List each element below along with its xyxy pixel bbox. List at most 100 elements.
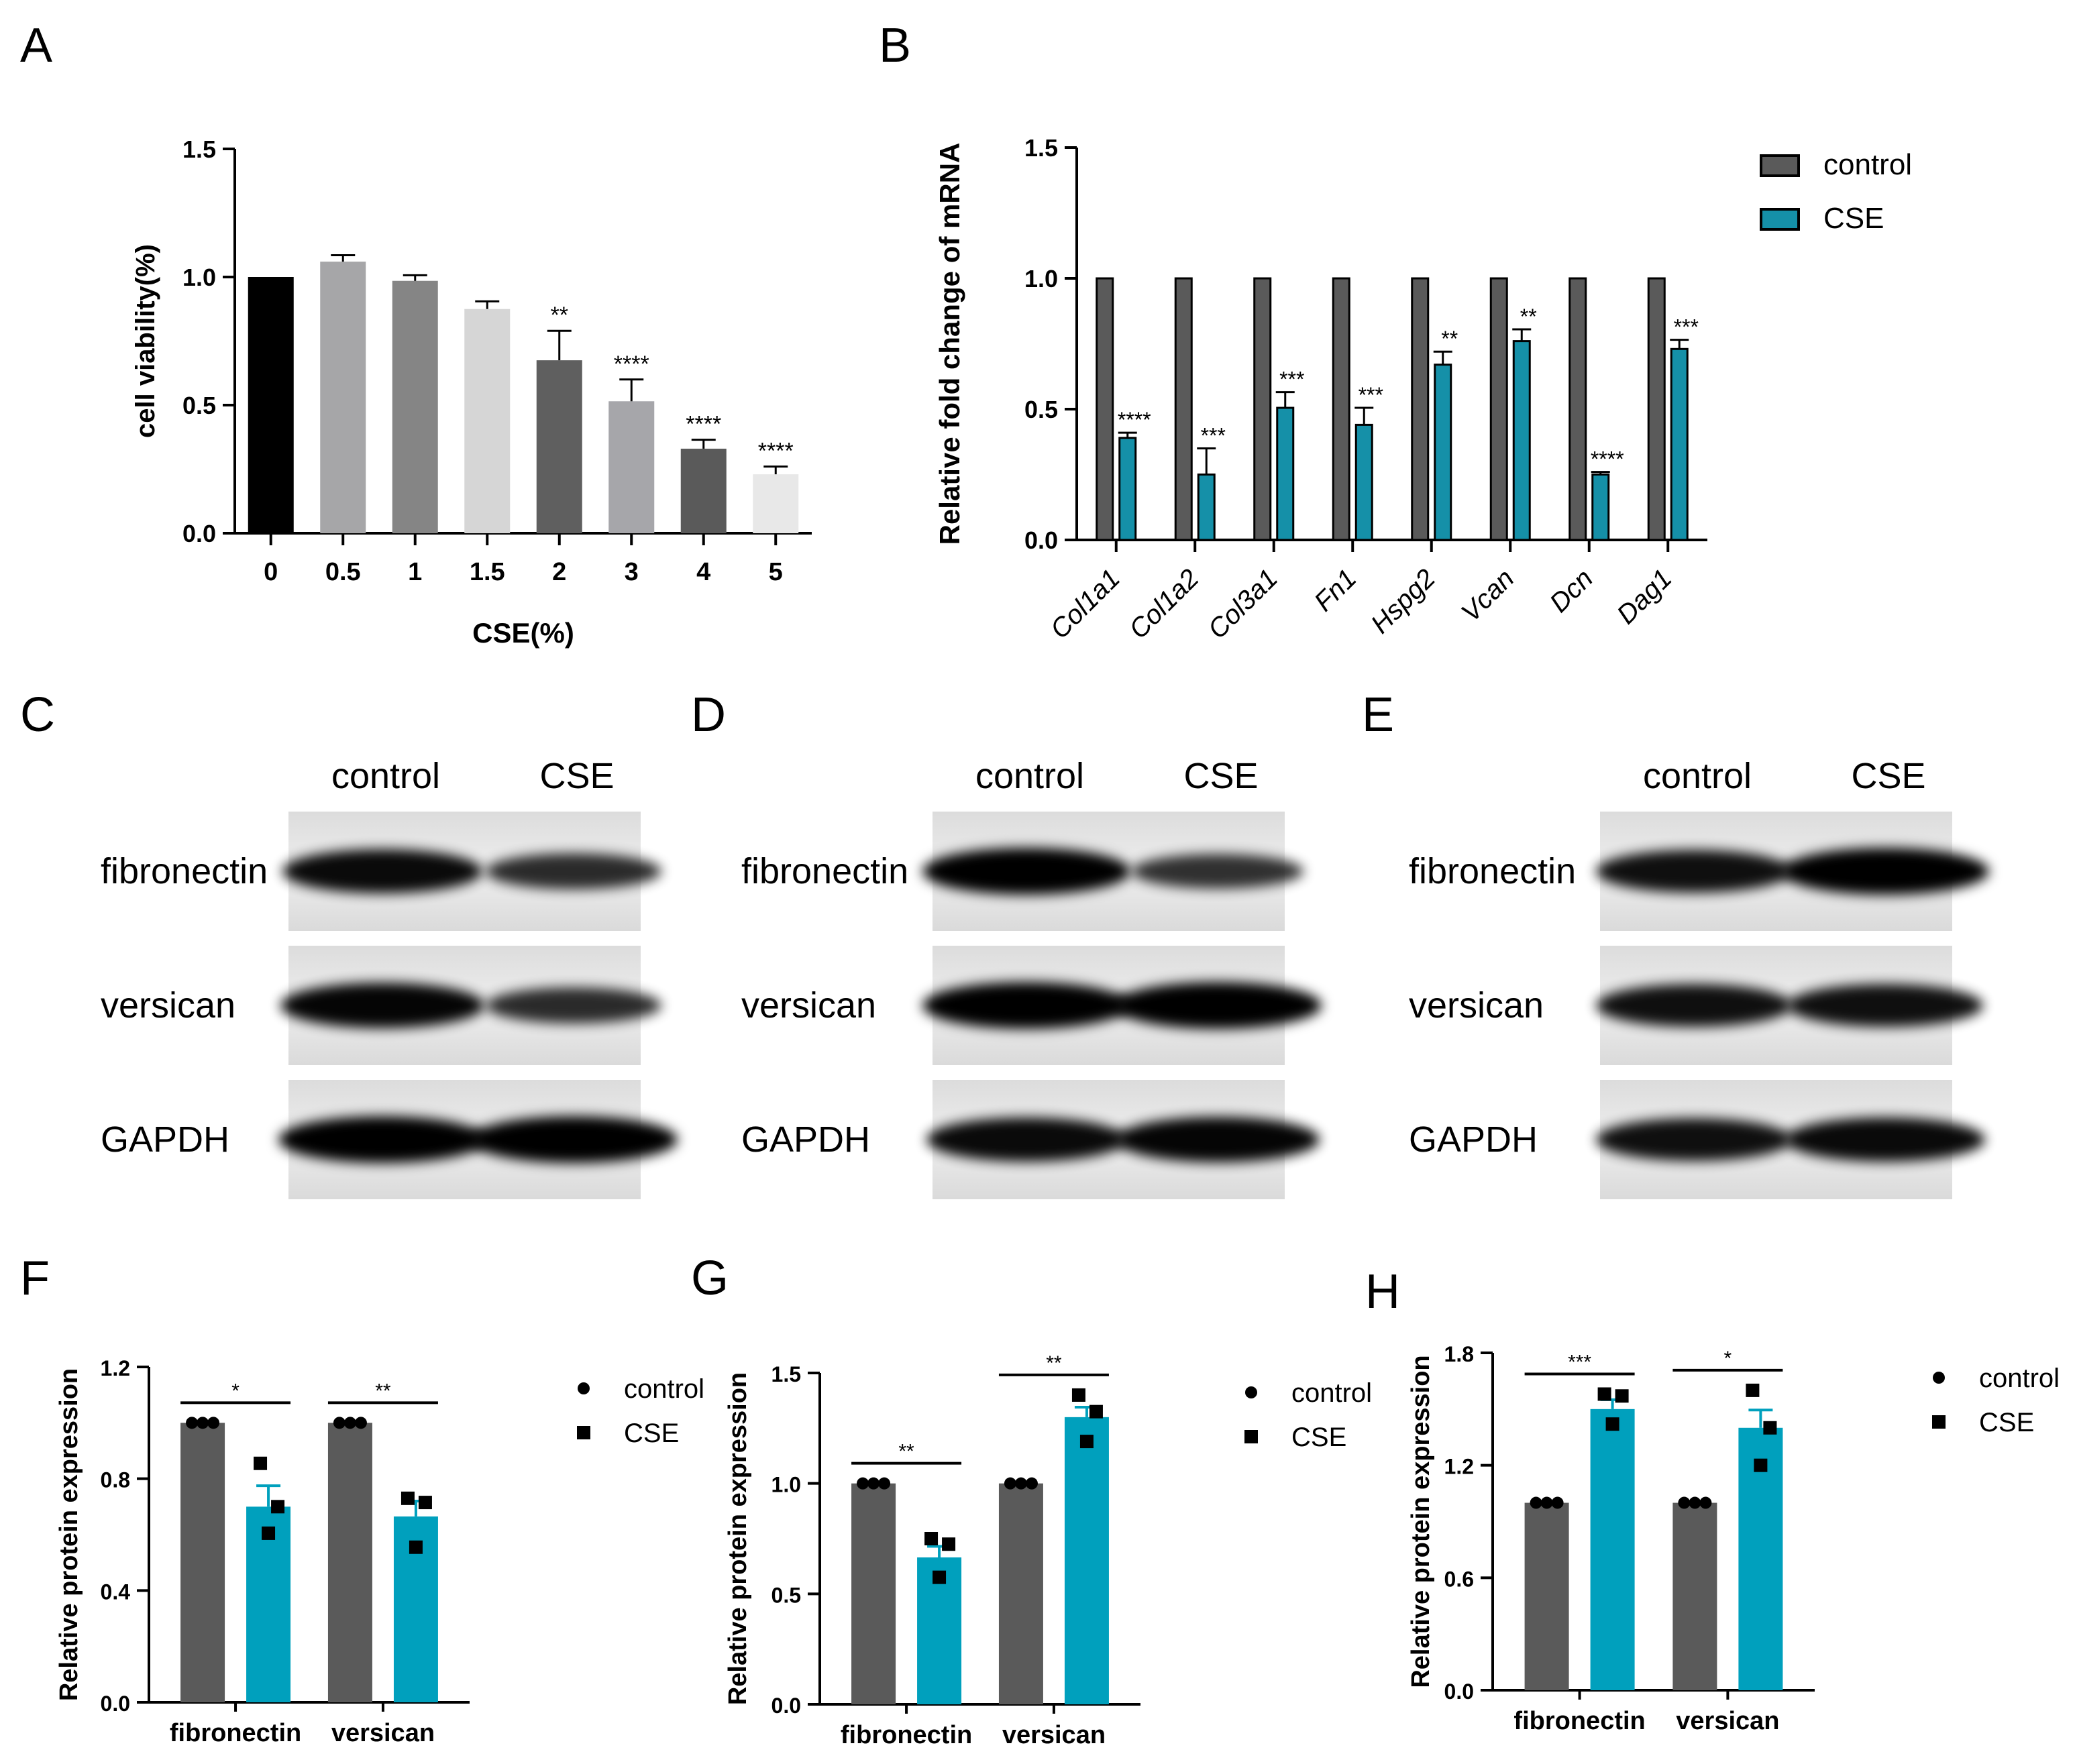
y-tick-label: 0.8 [101,1468,130,1492]
y-tick-label: 1.8 [1444,1342,1474,1366]
legend-label: control [1823,148,1912,181]
data-point-control [186,1417,199,1429]
bar-cse [1512,340,1531,541]
lane-label-control: control [1643,756,1752,796]
panel-letter-d: D [691,688,726,742]
protein-label-gapdh: GAPDH [101,1119,229,1160]
band [278,1116,486,1163]
protein-label-fibronectin: fibronectin [1409,851,1576,891]
y-tick-label: 1.5 [1024,134,1058,162]
data-point-cse [401,1491,415,1505]
chart-h-protein-expression: 0.0 0.6 1.2 1.8 Relative protein expression *… [1407,1342,2060,1735]
legend-marker-control [1933,1372,1945,1384]
y-tick-label: 1.2 [1444,1455,1474,1479]
bar-control [1096,277,1114,541]
panel-letter-h: H [1365,1265,1400,1319]
legend-marker-cse [1244,1430,1258,1443]
western-blot-c: control CSE fibronectin versican GAPDH [101,756,678,1199]
legend-label: CSE [624,1419,679,1448]
bar-cse [1118,437,1137,541]
y-tick-label: 0.5 [182,392,216,419]
legend-marker-cse [1932,1415,1946,1429]
panel-letter-e: E [1362,688,1394,742]
legend-label: control [1291,1378,1372,1408]
significance-label: *** [1359,383,1383,407]
y-tick-label: 1.0 [1024,265,1058,292]
legend-label: CSE [1291,1423,1346,1452]
legend-label: control [624,1374,704,1404]
bar-control [1672,1502,1717,1690]
x-tick-label: Dag1 [1611,563,1678,630]
legend-label: CSE [1823,202,1884,235]
band [1781,848,1989,895]
legend-marker-control [578,1382,590,1394]
data-point-cse [1605,1417,1619,1431]
data-point-control [1025,1477,1038,1490]
data-point-cse [1615,1389,1629,1403]
x-tick-label: 2 [552,558,566,586]
x-tick-label: Dcn [1544,563,1599,618]
band [486,987,661,1024]
data-point-cse [1763,1421,1777,1435]
y-tick-label: 0.4 [101,1580,131,1604]
legend-marker-control [1245,1386,1257,1398]
bar-cse [1197,474,1216,541]
bar-control [998,1483,1043,1704]
band [922,848,1130,895]
band [922,982,1130,1029]
bar-cse [1434,364,1452,541]
significance-label: **** [686,412,721,437]
data-point-cse [924,1532,939,1545]
panel-letter-a: A [20,19,52,72]
band [282,849,482,893]
band [926,1117,1126,1162]
band [1596,984,1792,1027]
western-blot-d: control CSE fibronectin versican GAPDH [741,756,1322,1199]
panel-letter-g: G [691,1252,729,1305]
significance-label: *** [1674,315,1699,339]
bar-control [1524,1502,1569,1690]
significance-label: *** [1279,368,1304,392]
significance-label: * [1724,1347,1732,1370]
bar [753,474,799,533]
x-tick-label: 5 [769,558,783,586]
data-point-control [343,1417,356,1429]
lane-label-control: control [331,756,440,796]
y-axis-label: Relative protein expression [724,1372,752,1705]
y-tick-label: 0.0 [101,1692,130,1716]
band [1787,984,1983,1027]
data-point-cse [1079,1435,1094,1449]
significance-label: *** [1568,1351,1591,1373]
band [1596,850,1792,893]
bar-control [1253,277,1272,541]
y-tick-label: 1.5 [182,135,216,163]
panel-letter-c: C [20,688,55,742]
significance-label: * [231,1380,240,1402]
data-point-cse [1089,1404,1103,1419]
y-tick-label: 0.0 [182,520,216,547]
data-point-control [1699,1496,1712,1509]
data-point-control [1014,1477,1027,1490]
bar [320,262,366,533]
bar-cse [1064,1417,1109,1704]
protein-label-versican: versican [741,985,876,1026]
data-point-control [1004,1477,1016,1490]
protein-label-fibronectin: fibronectin [101,851,268,891]
y-tick-label: 0.5 [1024,396,1058,423]
data-point-cse [1754,1458,1768,1472]
bar-control [1332,277,1350,541]
lane-label-control: control [975,756,1084,796]
x-tick-label: fibronectin [1513,1707,1645,1735]
x-tick-label: 1 [408,558,422,586]
x-axis-label: CSE(%) [472,617,574,649]
data-point-control [333,1417,345,1429]
x-tick-label: fibronectin [170,1719,301,1747]
significance-label: ** [1046,1352,1062,1374]
protein-label-gapdh: GAPDH [1409,1119,1538,1160]
band [1785,1117,1985,1162]
x-tick-label: versican [1002,1721,1106,1749]
significance-label: ** [1520,305,1537,329]
bar-cse [1670,347,1689,541]
band [280,983,484,1028]
y-axis-label: Relative protein expression [1407,1355,1435,1688]
